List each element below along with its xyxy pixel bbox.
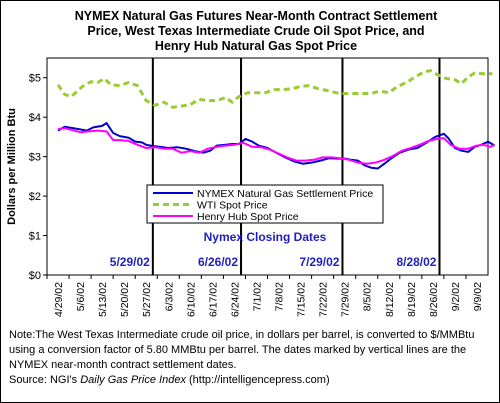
closing-dates-title: Nymex Closing Dates [204,230,327,244]
x-tick-label: 8/12/02 [384,282,396,317]
legend-label: NYMEX Natural Gas Settlement Price [197,188,373,200]
x-tick-label: 8/26/02 [428,282,440,317]
closing-date-label: 7/29/02 [299,255,339,269]
legend-label: Henry Hub Spot Price [197,211,299,223]
footnote-note: Note:The West Texas Intermediate crude o… [9,329,475,371]
x-tick-label: 8/19/02 [406,282,418,317]
y-axis-label: Dollars per Million Btu [6,108,18,225]
x-tick-label: 7/1/02 [251,282,263,311]
x-tick-label: 7/29/02 [340,282,352,317]
x-tick-label: 7/22/02 [318,282,330,317]
x-tick-label: 9/9/02 [472,282,484,311]
plot-area [46,57,489,276]
y-tick-label: $1 [29,231,41,243]
closing-date-label: 6/26/02 [198,255,238,269]
x-tick-label: 5/13/02 [97,282,109,317]
y-tick-label: $2 [29,191,41,203]
x-tick-label: 7/8/02 [274,282,286,311]
x-tick-label: 8/5/02 [362,282,374,311]
y-tick-label: $3 [29,152,41,164]
x-tick-label: 5/27/02 [141,282,153,317]
source-suffix: (http://intelligencepress.com) [185,374,330,386]
x-tick-label: 9/2/02 [450,282,462,311]
source-title: Daily Gas Price Index [80,374,186,386]
footnote-source: Source: NGI's Daily Gas Price Index (htt… [9,373,495,388]
chart-title: NYMEX Natural Gas Futures Near-Month Con… [74,9,438,53]
chart-plot: $0 $1 $2 $3 $4 $5 Dollars per Million Btu 4/29/… [6,57,496,317]
y-tick-label: $4 [29,112,41,124]
closing-date-label: 8/28/02 [396,255,436,269]
x-tick-label: 5/6/02 [75,282,87,311]
footnote: Note:The West Texas Intermediate crude o… [9,328,495,388]
x-tick-label: 4/29/02 [53,282,65,317]
x-tick-label: 6/17/02 [207,282,219,317]
y-tick-label: $0 [29,270,41,282]
x-tick-label: 6/3/02 [163,282,175,311]
x-tick-label: 7/15/02 [296,282,308,317]
legend-label: WTI Spot Price [197,200,268,212]
x-tick-label: 6/10/02 [185,282,197,317]
x-tick-label: 5/20/02 [119,282,131,317]
series-line-2 [57,127,496,165]
series-line-1 [56,69,493,109]
x-tick-label: 6/24/02 [229,282,241,317]
source-prefix: Source: NGI's [9,374,81,386]
closing-date-label: 5/29/02 [110,255,150,269]
y-tick-label: $5 [29,73,41,85]
